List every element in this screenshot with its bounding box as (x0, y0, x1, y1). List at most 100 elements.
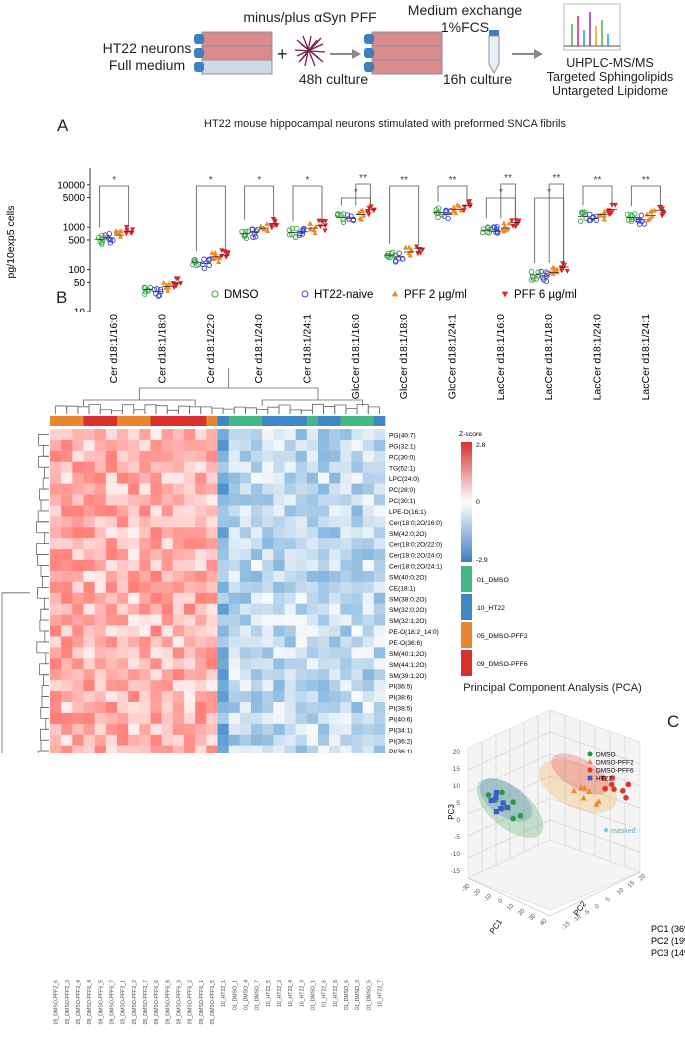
heatmap-cell (362, 570, 375, 583)
heatmap-cell (273, 691, 285, 703)
heatmap-cell (295, 505, 308, 517)
column-label: 05_DMSO-PFF2_5 (210, 980, 216, 1025)
heatmap-cell (228, 450, 241, 463)
category-label: Cer d18:1/18:0 (157, 314, 169, 384)
heatmap-cell (217, 581, 229, 594)
heatmap-cell (94, 592, 107, 605)
data-point-dmso (144, 287, 150, 293)
heatmap-cell (83, 472, 95, 484)
fibril-icon (294, 35, 326, 67)
heatmap-cell (206, 472, 218, 484)
pc1-tick: -30 (460, 882, 472, 894)
heatmap-cell (150, 658, 162, 670)
group-bar-cell (262, 416, 274, 426)
pca-point-dmso (499, 789, 505, 796)
heatmap-cell (273, 439, 285, 452)
column-label: 10_HT22_8 (333, 980, 339, 1007)
heatmap-cell (172, 549, 185, 561)
data-point-pff-2-g-ml (357, 215, 363, 221)
heatmap-cell (262, 691, 274, 703)
heatmap-cell (50, 549, 62, 561)
data-point-ht22-naive (300, 227, 307, 234)
heatmap-cell (172, 712, 185, 725)
heatmap-cell (105, 472, 118, 484)
heatmap-cell (351, 647, 363, 659)
y-tick-label: 5000 (63, 193, 86, 204)
data-point-ht22-naive (638, 212, 645, 219)
data-point-pff-2-g-ml (451, 204, 457, 210)
data-point-ht22-naive (154, 286, 160, 292)
heatmap-cell (273, 723, 285, 736)
heatmap-cell (306, 450, 319, 463)
heatmap-cell (195, 658, 207, 670)
panel-b: B PG(40:7) PG(32:1) PC(30:0) TG(52:1) LPC(24… (0, 288, 685, 1024)
category-label: Cer d18:1/16:0 (108, 314, 120, 384)
heatmap-cell (239, 439, 252, 452)
heatmap-cell (50, 429, 62, 441)
heatmap-cell (161, 483, 174, 495)
heatmap-cell (50, 450, 62, 463)
data-point-pff-2-g-ml (311, 227, 317, 233)
heatmap-cell (228, 680, 241, 692)
heatmap-cell (217, 680, 229, 692)
heatmap-cell (195, 483, 207, 495)
heatmap-cell (195, 669, 207, 681)
dendrogram-left-leaf (37, 554, 49, 566)
data-point-pff-6-g-ml (177, 281, 184, 287)
heatmap-cell (295, 560, 308, 572)
heatmap-cell (273, 647, 285, 659)
dendrogram-left-leaf (42, 444, 49, 457)
heatmap-cell (61, 636, 73, 648)
heatmap-cell (340, 691, 352, 703)
data-point-pff-6-g-ml (225, 251, 231, 257)
dendrogram-left-leaf (40, 565, 49, 577)
heatmap-cell (117, 658, 129, 670)
heatmap-cell (206, 647, 218, 659)
heatmap-cell (262, 483, 274, 495)
heatmap-cell (150, 461, 162, 473)
heatmap-cell (50, 461, 62, 473)
heatmap-cell (306, 647, 319, 659)
heatmap-cell (273, 680, 285, 692)
heatmap-cell (362, 603, 375, 615)
heatmap-cell (362, 494, 375, 506)
data-point-dmso (530, 276, 537, 282)
heatmap-cell (105, 581, 118, 594)
heatmap-cell (139, 560, 151, 572)
pca-legend-marker (587, 775, 593, 781)
heatmap-cell (83, 691, 95, 703)
data-point-ht22-naive (494, 229, 501, 235)
data-point-pff-6-g-ml (416, 247, 422, 253)
group-bar-cell (50, 416, 62, 426)
data-point-dmso (293, 226, 300, 232)
culture48-text: 48h culture (298, 71, 369, 87)
heatmap-cell (117, 527, 129, 539)
heatmap-cell (128, 450, 140, 463)
heatmap-cell (318, 723, 330, 736)
column-label: 01_DMSO_1 (232, 980, 238, 1010)
heatmap-cell (206, 429, 218, 441)
data-point-pff-2-g-ml (502, 223, 508, 229)
heatmap-cell (239, 702, 252, 714)
pca-point-ht22 (488, 797, 494, 804)
heatmap-cell (128, 494, 140, 506)
analysis-text: UHPLC-MS/MS Targeted Sphingolipids Untar… (540, 56, 680, 98)
heatmap-cell (239, 494, 252, 506)
heatmap-cell (105, 734, 118, 746)
heatmap-cell (351, 702, 363, 714)
heatmap-cell (251, 647, 263, 659)
column-label: 10_HT22_3 (299, 980, 305, 1007)
heatmap-cell (217, 625, 229, 637)
data-point-ht22-naive (392, 252, 399, 259)
heatmap-cell (83, 712, 95, 725)
heatmap-cell (239, 614, 252, 626)
heatmap-cell (262, 669, 274, 681)
heatmap-cell (262, 450, 274, 463)
heatmap-cell (128, 527, 140, 539)
heatmap-cell (251, 702, 263, 714)
heatmap-cell (362, 712, 375, 725)
heatmap-cell (150, 483, 162, 495)
heatmap-cell (306, 560, 319, 572)
heatmap-cell (105, 658, 118, 670)
heatmap-cell (50, 691, 62, 703)
